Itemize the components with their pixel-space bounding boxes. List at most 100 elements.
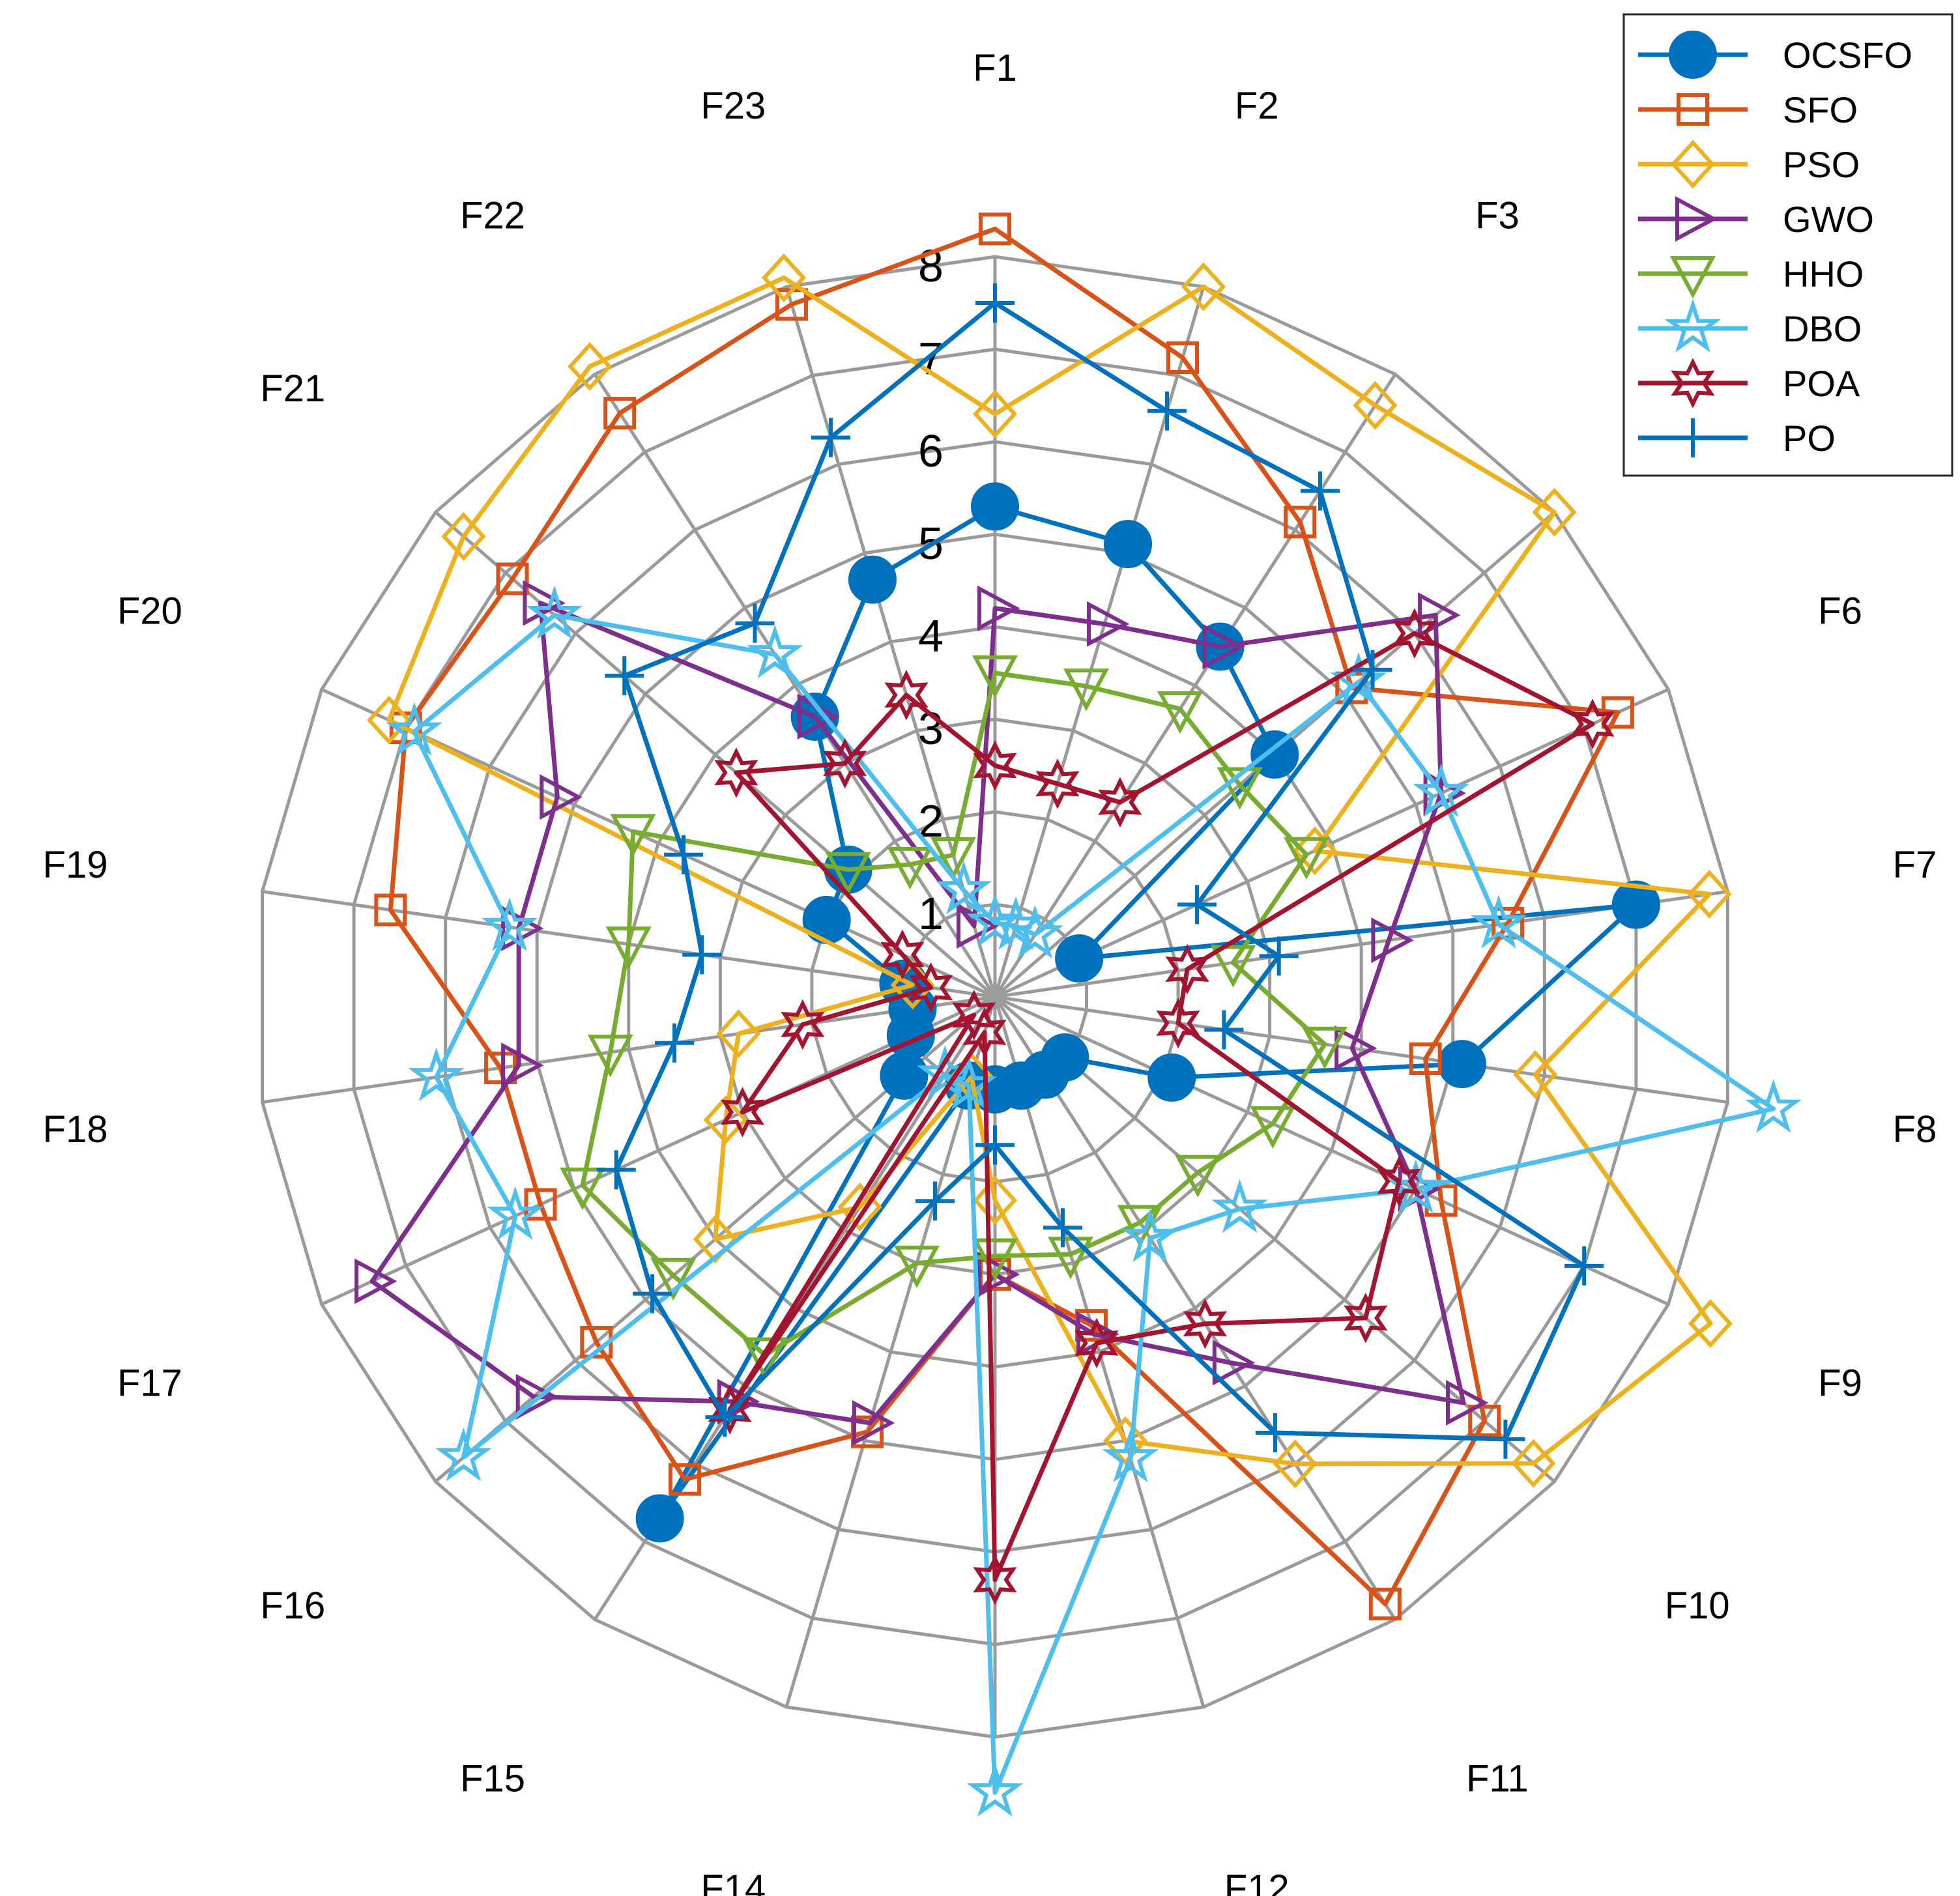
category-label-F7: F7: [1893, 844, 1937, 886]
spoke-F12: [993, 996, 1205, 1708]
point-GWO-F10: [1446, 1380, 1489, 1426]
point-PO-F16: [633, 1274, 672, 1314]
point-HHO-F14: [893, 1245, 940, 1289]
point-SFO-F19: [374, 893, 407, 926]
point-PSO-F13: [972, 1175, 1018, 1225]
point-HHO-F17: [560, 1168, 606, 1211]
point-DBO-F7: [1470, 895, 1527, 949]
point-GWO-F14: [852, 1400, 895, 1446]
legend-marker-SFO: [1677, 93, 1709, 126]
spoke-F8: [994, 995, 1728, 1104]
category-label-F15: F15: [460, 1758, 525, 1800]
point-OCSFO-F8: [1437, 1040, 1486, 1089]
category-label-F23: F23: [700, 85, 766, 127]
tick-label: 3: [918, 703, 944, 754]
point-POA-F22: [823, 738, 867, 789]
point-POA-F9: [1377, 1156, 1421, 1207]
point-DBO-F21: [526, 585, 583, 639]
point-PO-F18: [655, 1023, 695, 1063]
point-GWO-F18: [501, 1042, 544, 1089]
point-GWO-F3: [1202, 624, 1245, 670]
legend-label: SFO: [1783, 89, 1858, 130]
point-SFO-F15: [669, 1463, 702, 1496]
point-GWO-F7: [1371, 917, 1414, 964]
point-HHO-F23: [930, 837, 977, 880]
point-PO-F22: [735, 603, 775, 643]
tick-label: 6: [918, 425, 944, 476]
legend-marker-OCSFO: [1669, 31, 1717, 79]
legend-marker-HHO: [1669, 256, 1716, 299]
category-label-F1: F1: [973, 47, 1017, 89]
point-PO-F10: [1486, 1419, 1525, 1459]
point-DBO-F23: [935, 861, 992, 915]
category-label-F17: F17: [117, 1362, 182, 1404]
point-PSO-F8: [1513, 1050, 1558, 1099]
category-label-F6: F6: [1818, 590, 1862, 633]
tick-label: 1: [918, 888, 944, 939]
point-OCSFO-F15: [635, 1494, 684, 1543]
point-PO-F12: [1043, 1208, 1083, 1248]
point-PSO-F6: [1292, 826, 1337, 876]
point-POA-F20: [880, 929, 925, 980]
point-POA-F18: [781, 999, 825, 1050]
point-POA-F10: [1344, 1293, 1388, 1343]
point-PSO-F17: [703, 1095, 748, 1145]
category-label-F22: F22: [460, 194, 525, 237]
point-PO-F11: [1255, 1413, 1295, 1452]
point-HHO-F10: [1175, 1155, 1221, 1198]
point-POA-F7: [1165, 943, 1209, 995]
category-label-F9: F9: [1818, 1362, 1862, 1404]
point-GWO-F5: [1418, 592, 1461, 639]
point-HHO-F18: [587, 1034, 633, 1078]
point-DBO-F13: [966, 1762, 1024, 1817]
spoke-F3: [993, 373, 1397, 998]
point-PO-F2: [1147, 391, 1187, 431]
point-PSO-F12: [1102, 1416, 1148, 1465]
point-POA-F12: [1074, 1317, 1119, 1369]
point-DBO-F18: [408, 1047, 465, 1102]
point-GWO-F16: [515, 1373, 559, 1420]
point-POA-F23: [884, 669, 929, 721]
point-PSO-F10: [1511, 1439, 1556, 1488]
series-line-DBO: [412, 612, 1776, 1795]
point-OCSFO-F9: [1147, 1053, 1196, 1102]
point-OCSFO-F7: [1611, 880, 1660, 929]
point-SFO-F17: [524, 1188, 557, 1221]
point-PO-F3: [1301, 471, 1340, 511]
point-HHO-F3: [1157, 691, 1203, 734]
point-DBO-F11: [1121, 1208, 1179, 1263]
spoke-F21: [434, 511, 996, 998]
point-PO-F5: [1353, 650, 1392, 689]
category-label-F8: F8: [1893, 1108, 1937, 1151]
point-POA-F13: [973, 1554, 1017, 1605]
category-label-F20: F20: [117, 590, 182, 633]
point-POA-F2: [1035, 758, 1080, 809]
point-HHO-F5: [1217, 767, 1263, 810]
point-POA-F5: [1392, 608, 1437, 659]
series-DBO: [386, 585, 1802, 1817]
point-GWO-F8: [1334, 1025, 1377, 1071]
point-SFO-F3: [1284, 506, 1317, 539]
legend-label: PO: [1783, 418, 1836, 459]
series-line-POA: [727, 631, 1595, 1583]
legend-marker-GWO: [1675, 195, 1718, 242]
category-label-F21: F21: [260, 367, 325, 410]
point-SFO-F1: [979, 212, 1011, 246]
legend-marker-POA: [1671, 358, 1715, 409]
point-HHO-F2: [1063, 668, 1110, 711]
point-PSO-F21: [441, 511, 486, 561]
point-PSO-F23: [761, 253, 807, 302]
legend-entry-HHO: HHO: [1638, 253, 1864, 299]
legend-entry-PO: PO: [1638, 418, 1836, 459]
series-PSO: [366, 253, 1733, 1489]
point-OCSFO-F23: [848, 555, 897, 604]
point-PSO-F16: [693, 1214, 738, 1264]
legend-entry-PSO: PSO: [1638, 139, 1860, 189]
point-PO-F21: [605, 656, 644, 696]
point-PO-F9: [1564, 1246, 1604, 1286]
category-label-F2: F2: [1235, 85, 1279, 127]
legend-label: GWO: [1783, 199, 1874, 240]
legend-label: HHO: [1783, 253, 1864, 294]
legend-entry-DBO: DBO: [1638, 298, 1862, 352]
point-PSO-F1: [972, 389, 1018, 438]
